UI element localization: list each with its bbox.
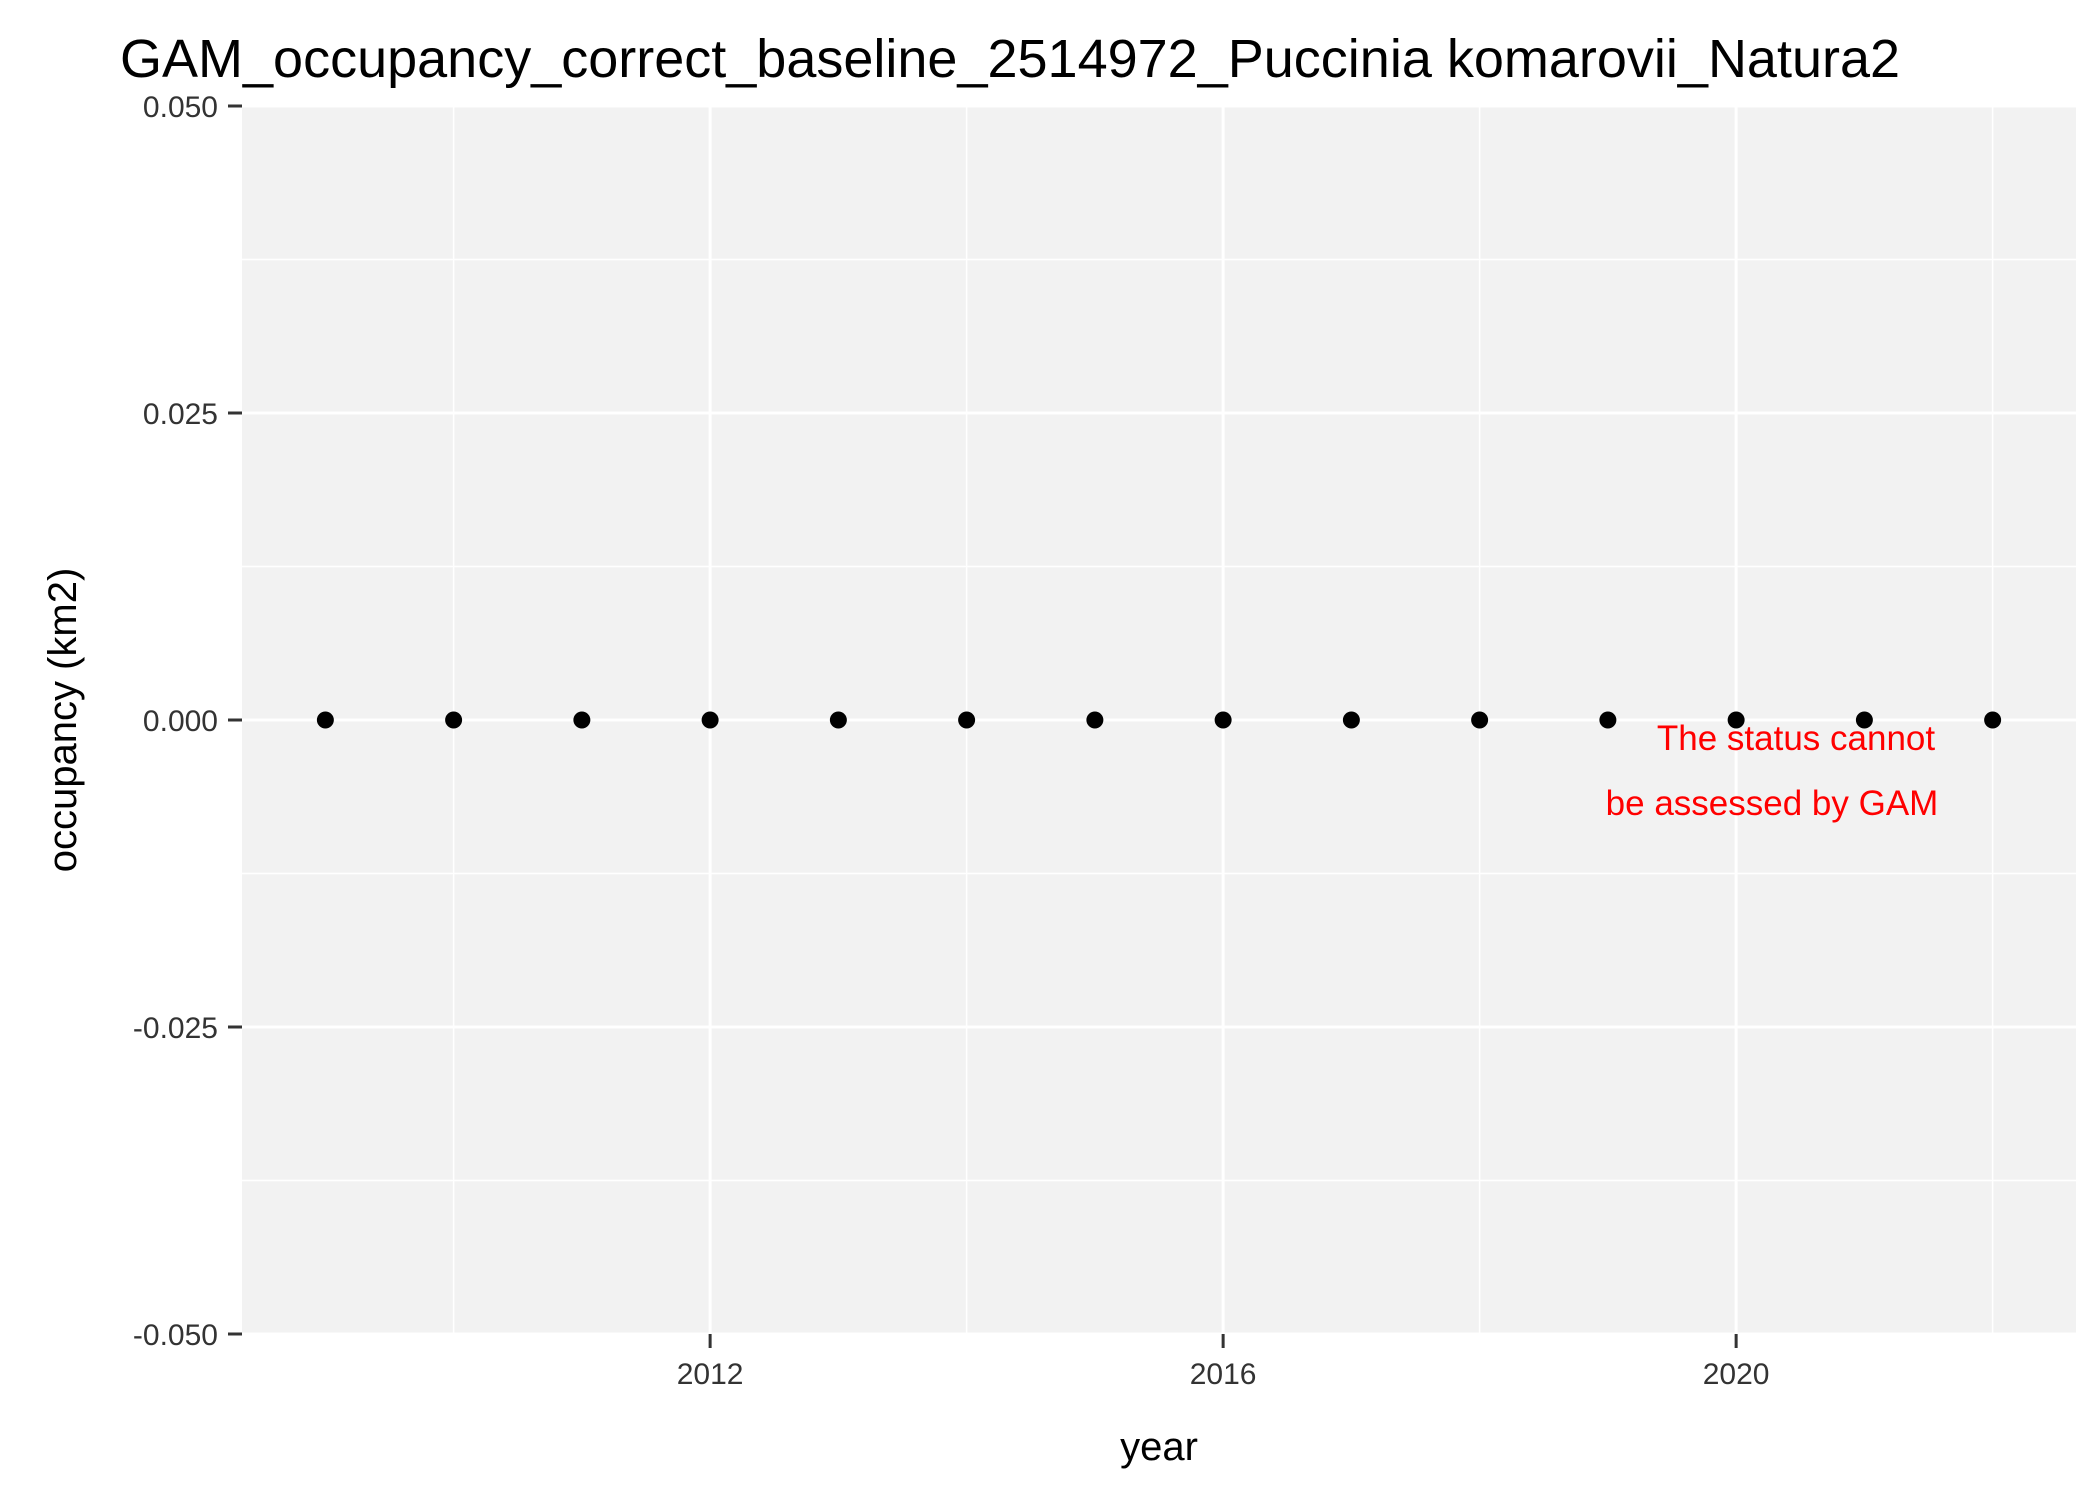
data-point: [445, 711, 463, 729]
data-point: [316, 711, 334, 729]
y-tick-label: 0.050: [143, 91, 218, 124]
y-tick-label: -0.025: [133, 1012, 218, 1045]
y-tick-label: 0.025: [143, 398, 218, 431]
y-axis-label: occupancy (km2): [41, 568, 85, 873]
data-point: [1727, 711, 1745, 729]
x-axis-label: year: [1120, 1425, 1198, 1469]
y-tick-label: -0.050: [133, 1319, 218, 1352]
data-point: [701, 711, 719, 729]
status-annotation: The status cannot be assessed by GAM: [1606, 719, 1939, 823]
y-axis: -0.050 -0.025 0.000 0.025 0.050: [133, 91, 242, 1352]
data-point: [1342, 711, 1360, 729]
x-tick-label: 2020: [1703, 1358, 1770, 1391]
data-point: [573, 711, 591, 729]
annotation-line-2: be assessed by GAM: [1606, 784, 1939, 823]
x-tick-label: 2012: [677, 1358, 744, 1391]
data-point: [1984, 711, 2002, 729]
data-point: [829, 711, 847, 729]
data-point: [958, 711, 976, 729]
data-point: [1086, 711, 1104, 729]
data-point: [1599, 711, 1617, 729]
data-point: [1471, 711, 1489, 729]
chart-title: GAM_occupancy_correct_baseline_2514972_P…: [120, 29, 1901, 89]
x-tick-label: 2016: [1190, 1358, 1257, 1391]
x-axis: 2012 2016 2020: [677, 1334, 1770, 1391]
y-tick-label: 0.000: [143, 705, 218, 738]
annotation-line-1: The status cannot: [1657, 719, 1935, 758]
data-points: [316, 711, 2002, 729]
data-point: [1855, 711, 1873, 729]
data-point: [1214, 711, 1232, 729]
